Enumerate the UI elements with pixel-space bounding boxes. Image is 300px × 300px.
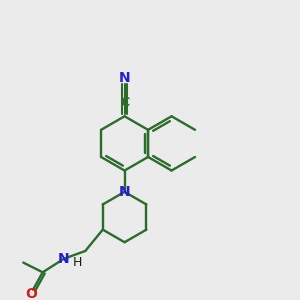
Text: O: O [25,286,37,300]
Text: N: N [58,252,70,266]
Text: H: H [73,256,82,269]
Text: N: N [119,70,130,85]
Text: N: N [119,185,130,199]
Text: C: C [120,96,129,109]
